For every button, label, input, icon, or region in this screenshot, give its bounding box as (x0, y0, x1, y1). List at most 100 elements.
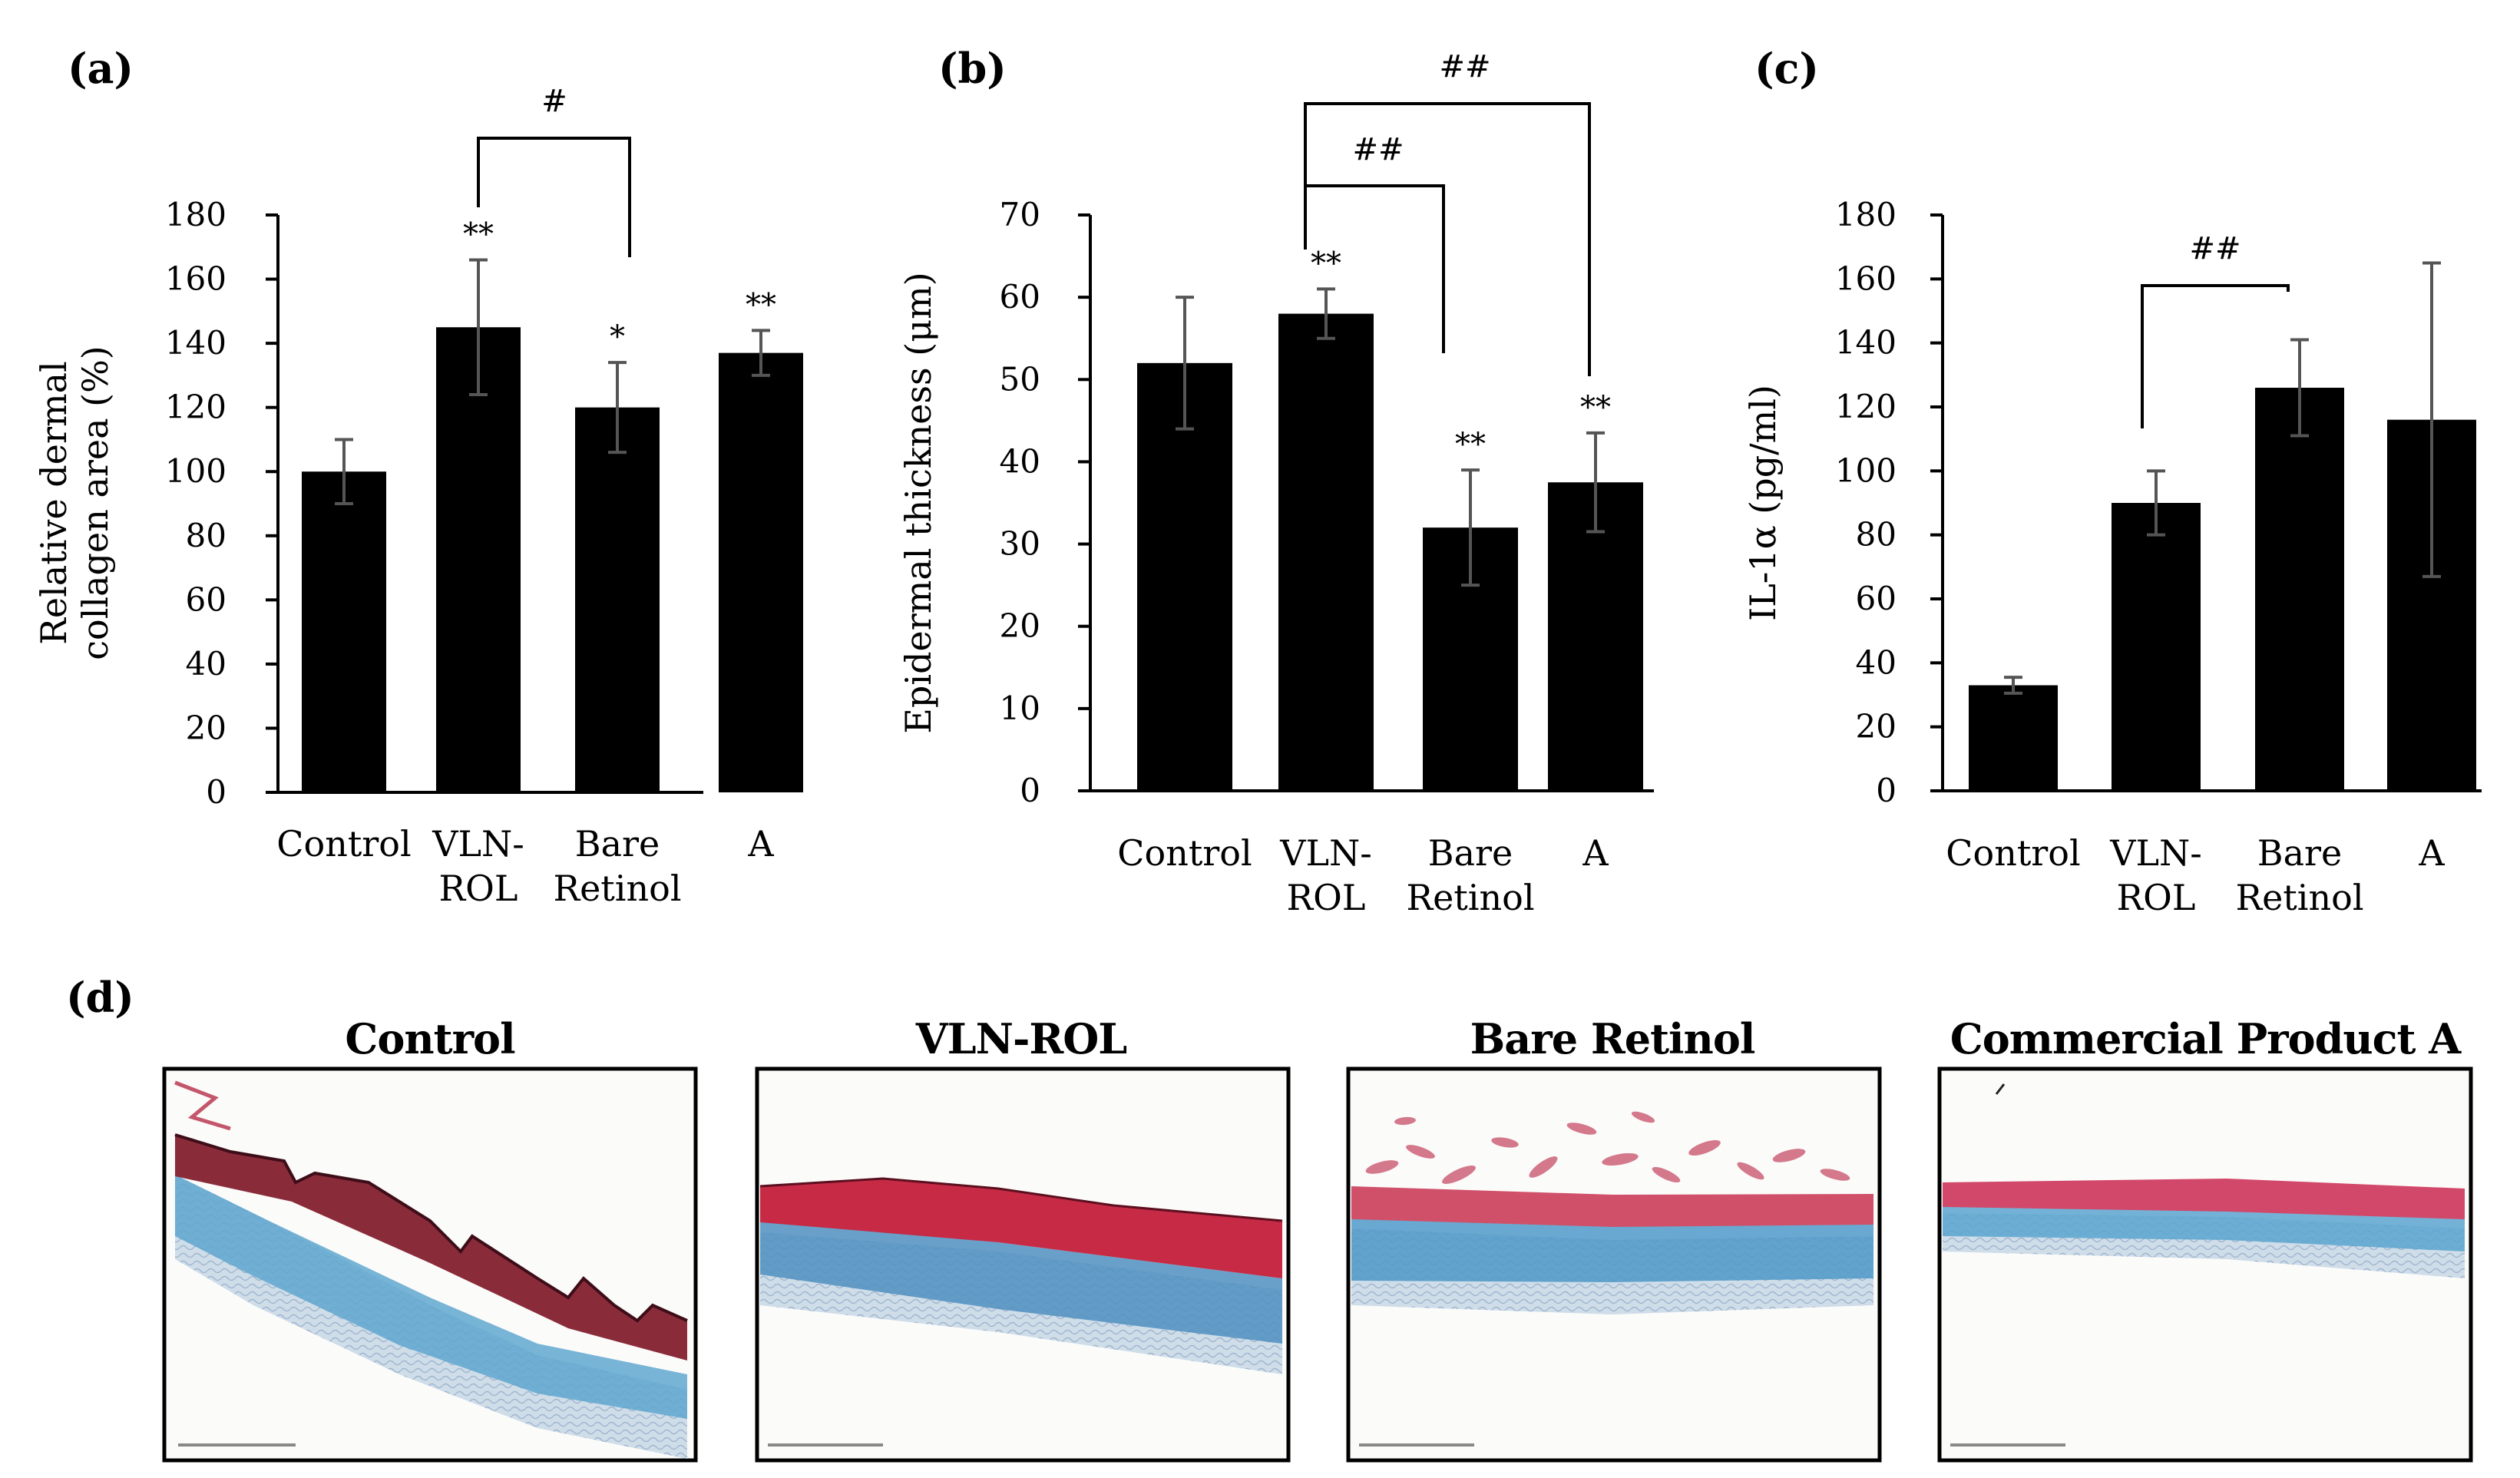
bracket-label: ## (1439, 49, 1490, 84)
panel-d-histology: (d) Control VLN-ROL Bare Retinol (66, 973, 2473, 1463)
panel-d-label: (d) (66, 973, 134, 1022)
y-axis-title-line: Relative dermal (33, 361, 74, 644)
dermis-layer (760, 1221, 1282, 1344)
y-tick-label: 60 (186, 580, 227, 618)
epidermis-layer (760, 1179, 1282, 1278)
significance-bracket (477, 137, 631, 257)
category-label-line: VLN- (432, 823, 524, 865)
panel-label: (c) (1754, 44, 1819, 93)
bar-3 (2255, 388, 2344, 791)
debris-mark (1995, 1083, 2006, 1095)
keratin-flake (174, 1080, 231, 1131)
category-label-line: ROL (1287, 877, 1366, 918)
category-label: VLN-ROL (1279, 832, 1372, 918)
epidermis-layer (175, 1135, 687, 1361)
histology-image-vln-rol: VLN-ROL (755, 1014, 1291, 1463)
panel-label: (a) (68, 44, 134, 93)
y-tick-label: 140 (1835, 324, 1897, 362)
y-tick-label: 50 (1000, 360, 1040, 398)
stratum-corneum (759, 1177, 1283, 1222)
bracket-label: # (541, 84, 567, 119)
y-axis-title: IL-1α (pg/ml) (1742, 385, 1784, 621)
category-label: A (1582, 832, 1609, 874)
y-tick-label: 100 (165, 452, 227, 490)
y-tick-label: 0 (206, 773, 227, 811)
category-label-line: A (1582, 832, 1609, 874)
y-tick-label: 60 (1856, 580, 1897, 617)
y-tick-label: 100 (1835, 451, 1897, 489)
significance-marker: ** (1580, 390, 1611, 425)
y-axis-title-line: collagen area (%) (74, 346, 116, 660)
y-tick-label: 30 (1000, 525, 1040, 563)
panel-b-epidermal-chart: (b) 0 10 20 30 40 50 60 70 Epidermal thickness (μ… (898, 44, 1654, 918)
bar-2 (436, 327, 521, 792)
y-axis-title: Epidermal thickness (μm) (898, 272, 939, 733)
significance-bracket (1304, 102, 1591, 376)
epidermis-layer (1351, 1186, 1873, 1227)
detached-keratin-flakes (1365, 1111, 1850, 1184)
y-tick-label: 70 (1000, 196, 1040, 233)
y-tick-label: 20 (1856, 708, 1897, 746)
y-tick-label: 120 (1835, 388, 1897, 425)
category-label: Control (276, 823, 411, 865)
y-axis-title: Relative dermalcollagen area (%) (33, 346, 116, 660)
histology-title-control: Control (345, 1014, 515, 1063)
dermis-layer (1943, 1204, 2465, 1252)
histology-title-bare-retinol: Bare Retinol (1470, 1014, 1755, 1063)
y-tick-label: 80 (186, 517, 227, 554)
y-tick-label: 160 (1835, 260, 1897, 297)
y-tick-label: 0 (1876, 772, 1897, 809)
category-label-line: Bare (2257, 832, 2342, 874)
bar-1 (1969, 685, 2058, 791)
category-label-line: Control (276, 823, 411, 865)
y-tick-label: 40 (186, 645, 227, 683)
y-tick-label: 160 (165, 260, 227, 298)
bracket-label: ## (1352, 132, 1404, 167)
bar-2 (2112, 503, 2201, 791)
y-tick-label: 140 (165, 324, 227, 362)
category-label-line: A (747, 823, 774, 865)
bar-4 (1548, 482, 1643, 791)
bar-1 (302, 471, 386, 792)
category-label: Bare Retinol (2235, 832, 2363, 918)
category-label-line: VLN- (1279, 832, 1372, 874)
category-label: A (2418, 832, 2445, 874)
significance-marker: ** (1455, 427, 1486, 462)
y-tick-label: 10 (1000, 689, 1040, 727)
bracket-label: ## (2189, 231, 2241, 266)
category-label: Bare Retinol (1406, 832, 1534, 918)
y-tick-label: 40 (1856, 643, 1897, 681)
significance-bracket (2141, 284, 2290, 428)
y-tick-label: 120 (165, 389, 227, 426)
category-label-line: Retinol (2235, 877, 2363, 918)
category-label: A (747, 823, 774, 865)
category-label: VLN-ROL (432, 823, 524, 909)
dermis-layer (1351, 1213, 1873, 1282)
category-label-line: A (2418, 832, 2445, 874)
epidermis-layer (1943, 1179, 2465, 1219)
histology-image-commercial-a: Commercial Product A (1937, 1014, 2473, 1463)
significance-marker: * (610, 319, 625, 355)
histology-title-vln-rol: VLN-ROL (915, 1014, 1127, 1063)
y-tick-label: 20 (1000, 607, 1040, 645)
category-label: VLN-ROL (2109, 832, 2202, 918)
bar-2 (1278, 313, 1374, 792)
stratum-corneum (174, 1133, 688, 1323)
category-label: Bare Retinol (553, 823, 681, 909)
panel-label: (b) (938, 44, 1007, 93)
panel-c-il1a-chart: (c) 0 20 40 60 80 100 120 140 160 180 IL-1α (pg/ml)… (1742, 44, 2482, 918)
bar-4 (719, 352, 803, 793)
y-tick-label: 0 (1020, 772, 1040, 809)
y-axis-title-line: Epidermal thickness (μm) (898, 272, 939, 733)
y-tick-label: 180 (165, 196, 227, 233)
y-tick-label: 60 (1000, 278, 1040, 316)
y-tick-label: 180 (1835, 196, 1897, 233)
bar-3 (575, 407, 660, 792)
category-label-line: Bare (1428, 832, 1513, 874)
histology-image-bare-retinol: Bare Retinol (1346, 1014, 1882, 1463)
y-tick-label: 20 (186, 709, 227, 746)
category-label: Control (1117, 832, 1252, 874)
category-label-line: ROL (2117, 877, 2196, 918)
bar-1 (1137, 362, 1232, 791)
y-axis-title-line: IL-1α (pg/ml) (1742, 385, 1784, 621)
